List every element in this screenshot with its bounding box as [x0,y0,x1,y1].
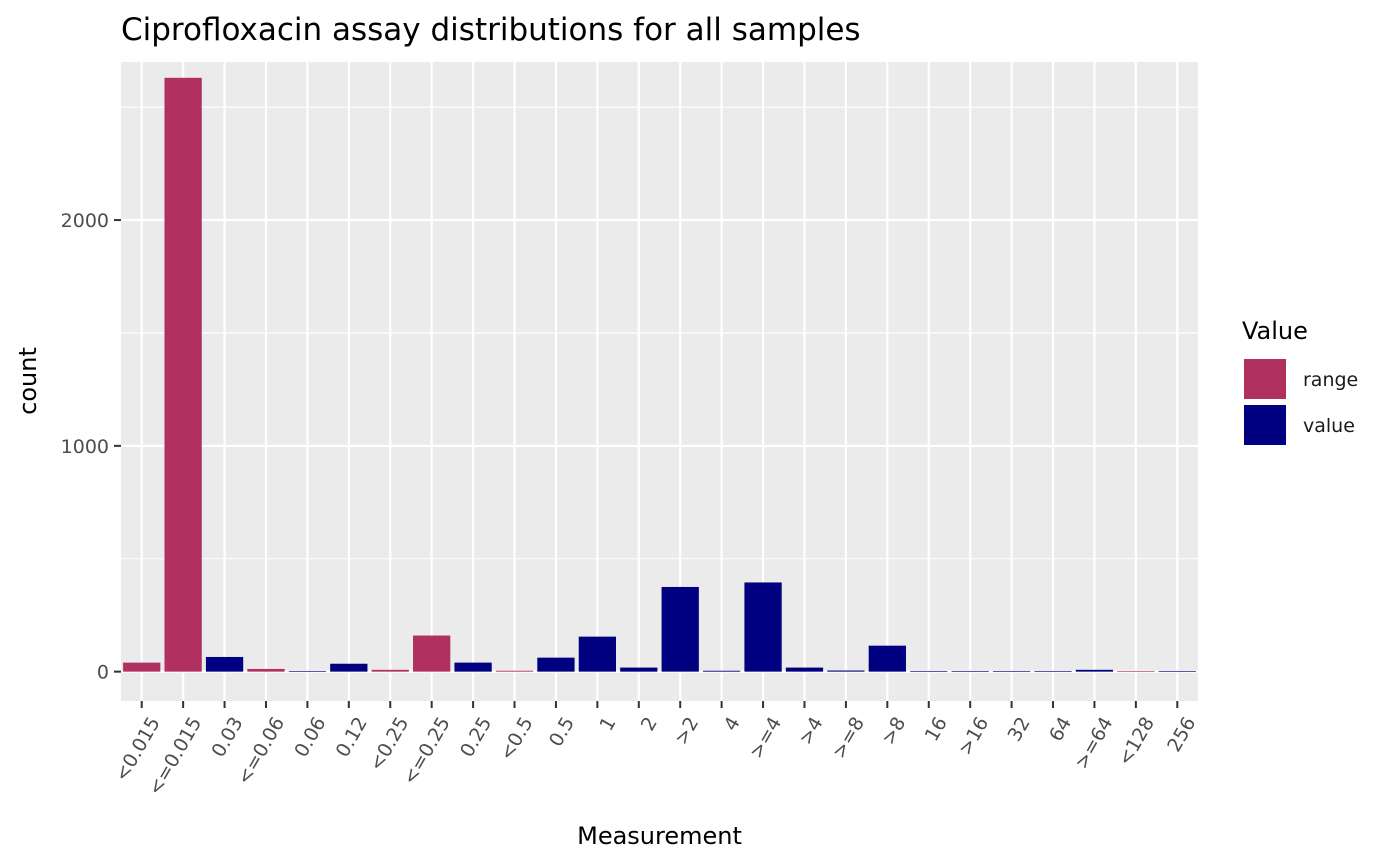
x-tick-label: 0.06 [290,713,330,761]
x-tick-label: >=8 [828,713,869,762]
plot-panel [121,62,1198,701]
bar [1117,670,1155,672]
bar [1075,669,1114,672]
legend-label-value: value [1303,415,1355,437]
x-tick-label: 2 [637,713,662,734]
x-axis-title: Measurement [577,822,742,850]
legend: Value range value [1242,317,1358,447]
y-tick-label: 0 [97,662,109,684]
x-tick-label: 1 [595,713,620,734]
bar [247,668,285,672]
y-axis: 0 1000 2000 [61,210,121,684]
bar [785,667,824,672]
grid-lines [121,62,1198,701]
bar [454,662,492,672]
bar [827,670,865,672]
x-tick-label: 32 [1004,713,1035,745]
bars [123,77,1196,672]
x-tick-label: 4 [720,713,745,734]
legend-label-range: range [1303,369,1358,391]
x-tick-label: >4 [795,713,828,748]
bar [702,670,741,672]
bar [661,586,699,672]
bar [205,656,244,672]
x-tick-label: <128 [1114,713,1159,769]
x-tick-label: 0.5 [545,713,579,750]
y-tick-label: 2000 [61,210,109,232]
y-axis-title: count [14,347,42,415]
x-tick-label: >2 [670,713,703,748]
x-axis: <0.015<=0.015 0.03<=0.06 0.06 0.12<0.25<=0.… [111,701,1200,799]
bar [330,663,368,672]
x-tick-label: 64 [1045,713,1076,745]
y-tick-label: 1000 [61,436,109,458]
bar [744,582,782,672]
legend-key-value [1242,403,1288,447]
bar [495,670,534,672]
chart-title: Ciprofloxacin assay distributions for al… [121,12,861,48]
bar [868,645,906,672]
bar [288,670,327,672]
bar [537,657,575,672]
x-tick-label: 0.03 [207,713,247,761]
bar [578,636,617,672]
bar [413,635,451,672]
x-tick-label: >8 [877,713,910,748]
x-tick-label: 0.12 [332,713,372,761]
bar [1158,670,1196,672]
bar [371,669,409,672]
x-tick-label: >=4 [745,713,786,762]
x-tick-label: 256 [1163,713,1200,755]
x-tick-label: >16 [954,713,993,759]
bar [992,670,1031,672]
legend-title: Value [1242,317,1308,345]
bar [123,662,161,672]
bar [620,667,658,672]
x-tick-label: <0.5 [495,713,537,764]
bar [951,670,989,672]
bar [1034,670,1072,672]
bar [910,670,948,672]
x-tick-label: >=64 [1070,713,1117,773]
x-tick-label: 16 [921,713,952,745]
bar [164,77,202,672]
x-tick-label: 0.25 [456,713,496,761]
legend-key-range [1242,357,1288,401]
